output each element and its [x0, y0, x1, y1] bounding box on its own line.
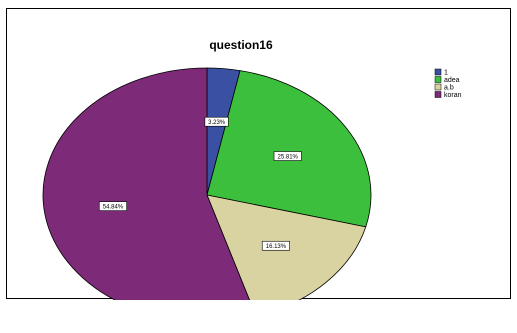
pie-slice-koran — [42, 67, 250, 300]
pie-slices — [42, 67, 372, 300]
legend-label: koran — [444, 92, 462, 99]
legend-swatch — [434, 68, 442, 76]
legend-item-1: 1 — [434, 68, 448, 77]
slice-label-adea: 25.81% — [273, 151, 302, 161]
slice-label-text: 54.84% — [103, 204, 124, 210]
slice-label-text: 25.81% — [278, 154, 299, 160]
chart-frame: question16 3.23% 25.81% 16.13% 54.84% 1 adea… — [6, 8, 511, 300]
legend-label: adea — [444, 77, 460, 84]
pie-slice-adea — [206, 70, 372, 228]
slice-label-text: 16.13% — [266, 244, 287, 250]
slice-label-text: 3.23% — [208, 120, 226, 126]
pie-chart: question16 3.23% 25.81% 16.13% 54.84% 1adea… — [42, 38, 462, 300]
slice-label-box — [261, 240, 290, 251]
legend-label: a.b — [444, 85, 454, 92]
slice-label-box — [273, 151, 302, 161]
legend-item-koran: koran — [434, 91, 462, 99]
legend-swatch — [434, 76, 442, 83]
legend-swatch — [434, 91, 442, 98]
legend-label: 1 — [444, 70, 448, 77]
slice-label-a.b: 16.13% — [261, 240, 290, 251]
legend-swatch — [434, 83, 442, 91]
slice-label-box — [204, 116, 229, 127]
chart-title: question16 — [209, 38, 273, 52]
pie-slice-labels: 3.23% 25.81% 16.13% 54.84% — [98, 116, 302, 251]
legend-item-a.b: a.b — [434, 83, 454, 92]
slice-label-1: 3.23% — [204, 116, 229, 127]
slice-label-koran: 54.84% — [98, 201, 127, 211]
slice-label-box — [98, 201, 127, 211]
legend-item-adea: adea — [434, 76, 460, 84]
